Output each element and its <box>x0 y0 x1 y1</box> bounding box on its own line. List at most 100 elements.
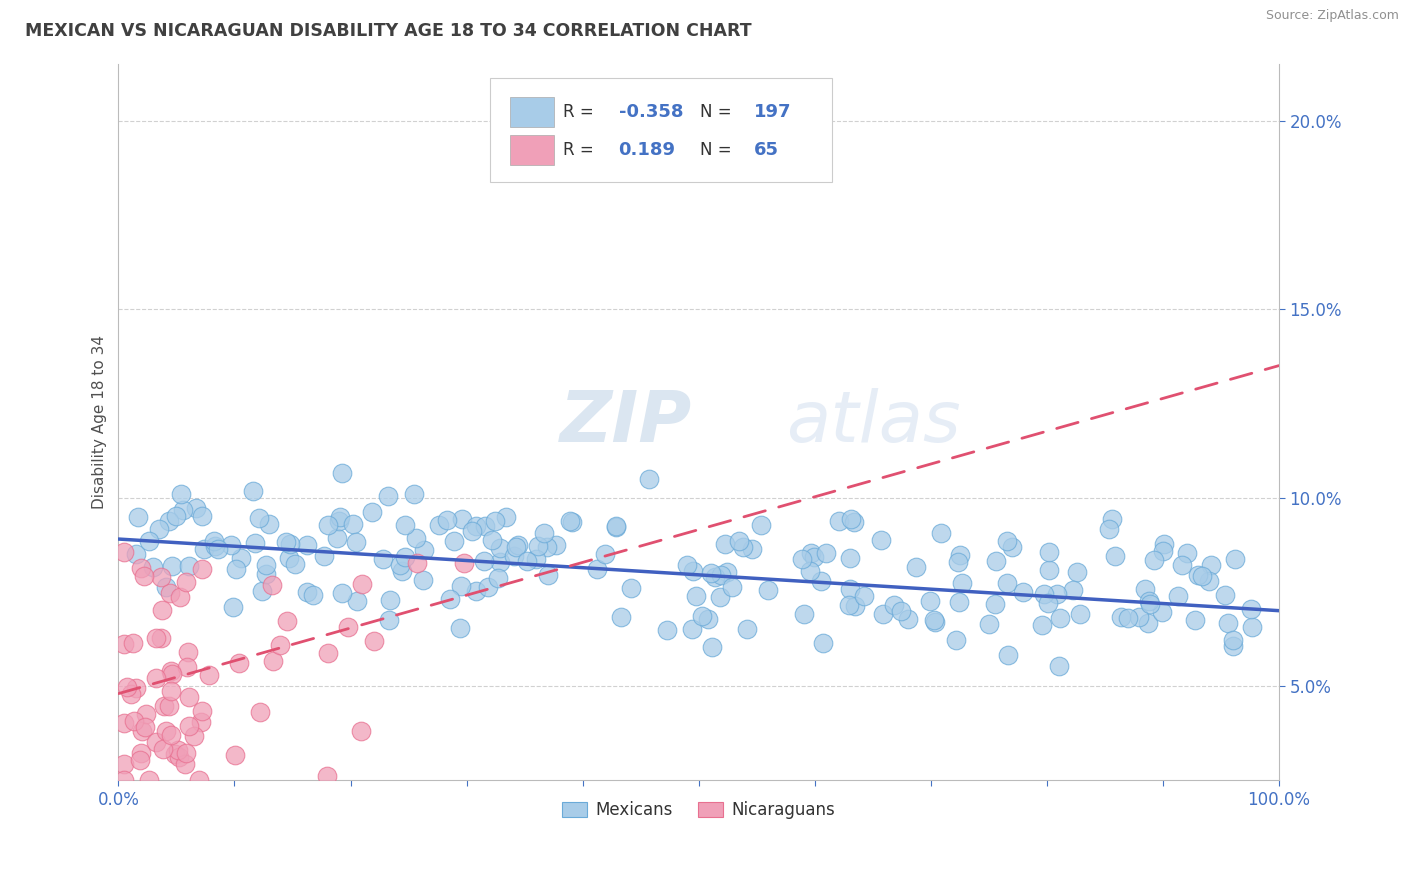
Point <box>257 517 280 532</box>
Point <box>318 517 340 532</box>
Point <box>505 540 527 554</box>
Point <box>690 609 713 624</box>
Point <box>681 622 703 636</box>
Point <box>949 549 972 563</box>
Bar <box>509 135 554 165</box>
Point <box>995 533 1018 548</box>
Point <box>165 509 187 524</box>
Point <box>716 565 738 579</box>
Point <box>481 533 503 548</box>
Point <box>1109 609 1132 624</box>
Point <box>702 640 724 654</box>
Point <box>167 743 190 757</box>
Point <box>342 516 364 531</box>
Point <box>585 562 607 576</box>
Point <box>391 565 413 579</box>
Point <box>1104 549 1126 563</box>
Point <box>610 609 633 624</box>
Point <box>142 559 165 574</box>
Text: 197: 197 <box>755 103 792 121</box>
Point <box>247 511 270 525</box>
Point <box>1167 589 1189 603</box>
Point <box>735 622 758 636</box>
Point <box>316 646 339 660</box>
Point <box>312 549 335 564</box>
Point <box>378 613 401 627</box>
Point <box>191 509 214 524</box>
Point <box>451 512 474 526</box>
Point <box>948 555 970 569</box>
Point <box>225 562 247 576</box>
Point <box>516 554 538 568</box>
Point <box>1153 537 1175 551</box>
Point <box>852 589 875 603</box>
Point <box>1000 541 1022 555</box>
Point <box>152 742 174 756</box>
Point <box>159 585 181 599</box>
Point <box>380 592 402 607</box>
Point <box>344 534 367 549</box>
Point <box>160 559 183 574</box>
Point <box>1218 615 1240 630</box>
Point <box>122 636 145 650</box>
Point <box>249 705 271 719</box>
Point <box>377 489 399 503</box>
Point <box>394 549 416 564</box>
Point <box>443 534 465 549</box>
Point <box>405 556 427 570</box>
Point <box>1187 568 1209 582</box>
Point <box>190 714 212 729</box>
Point <box>793 607 815 621</box>
Point <box>477 580 499 594</box>
Point <box>838 598 860 612</box>
Text: MEXICAN VS NICARAGUAN DISABILITY AGE 18 TO 34 CORRELATION CHART: MEXICAN VS NICARAGUAN DISABILITY AGE 18 … <box>25 22 752 40</box>
Y-axis label: Disability Age 18 to 34: Disability Age 18 to 34 <box>93 335 107 509</box>
Point <box>533 526 555 541</box>
Point <box>537 567 560 582</box>
Point <box>1222 639 1244 653</box>
Point <box>276 535 298 549</box>
Point <box>1240 601 1263 615</box>
Text: ZIP: ZIP <box>560 388 692 457</box>
Point <box>176 659 198 673</box>
Point <box>495 509 517 524</box>
Point <box>330 586 353 600</box>
Point <box>262 578 284 592</box>
Point <box>337 620 360 634</box>
Point <box>800 546 823 560</box>
Point <box>842 515 865 529</box>
Point <box>1069 607 1091 621</box>
Point <box>250 584 273 599</box>
Point <box>685 589 707 603</box>
Point <box>1170 558 1192 573</box>
Point <box>986 554 1008 568</box>
Point <box>1222 633 1244 648</box>
Text: N =: N = <box>700 141 731 159</box>
Point <box>1152 544 1174 558</box>
Point <box>127 510 149 524</box>
Point <box>741 541 763 556</box>
Point <box>224 747 246 762</box>
Point <box>330 466 353 480</box>
Point <box>561 515 583 529</box>
Point <box>129 746 152 760</box>
Point <box>472 554 495 568</box>
Point <box>756 582 779 597</box>
Point <box>436 513 458 527</box>
Point <box>328 514 350 528</box>
Point <box>184 501 207 516</box>
Point <box>172 503 194 517</box>
Point <box>697 612 720 626</box>
Point <box>1038 563 1060 577</box>
Point <box>112 637 135 651</box>
Point <box>637 472 659 486</box>
Point <box>1062 582 1084 597</box>
Point <box>997 648 1019 662</box>
Point <box>979 617 1001 632</box>
Legend: Mexicans, Nicaraguans: Mexicans, Nicaraguans <box>555 795 842 826</box>
Point <box>174 575 197 590</box>
Point <box>839 582 862 596</box>
Text: atlas: atlas <box>786 388 960 457</box>
Text: 0.189: 0.189 <box>619 141 676 159</box>
Point <box>883 598 905 612</box>
